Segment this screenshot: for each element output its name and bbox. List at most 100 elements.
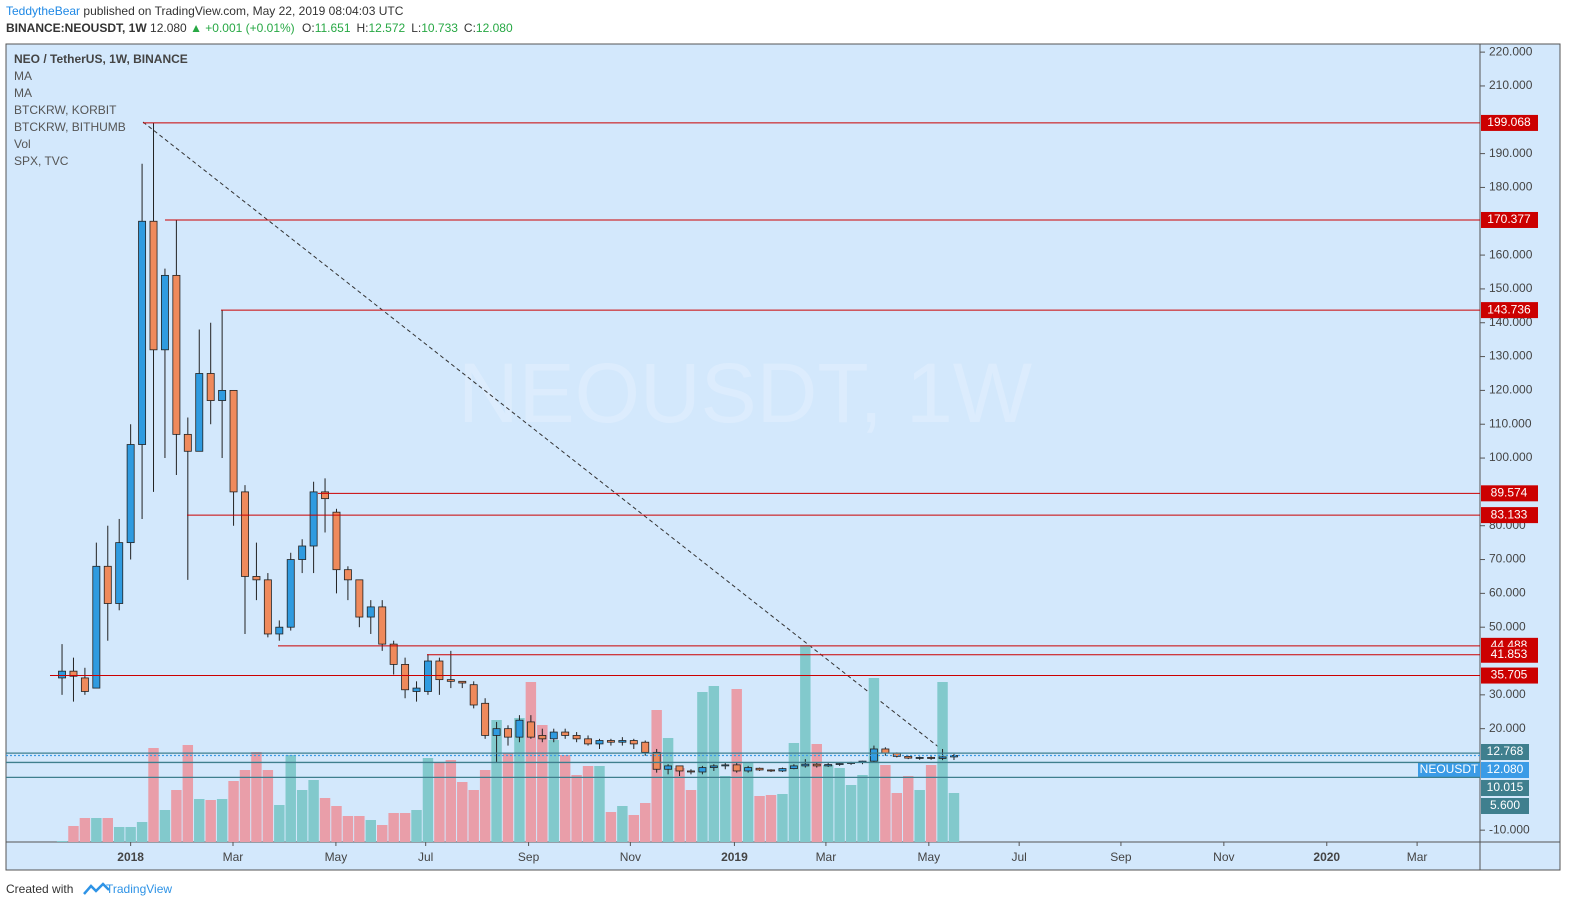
candle-body [218, 389, 227, 401]
candle-body [664, 765, 673, 770]
candle-body [481, 702, 490, 736]
price-label-box [1481, 780, 1529, 796]
candle-body [103, 565, 112, 604]
x-tick-label: Nov [620, 850, 641, 864]
volume-bar [903, 776, 914, 842]
volume-bar [125, 827, 136, 842]
volume-bar [228, 781, 239, 842]
level-label: 170.377 [1487, 212, 1531, 226]
volume-bar [91, 818, 102, 842]
candle-body [332, 511, 341, 571]
x-tick-label: Sep [518, 850, 540, 864]
level-label: 83.133 [1491, 507, 1528, 521]
candle-body [915, 757, 924, 759]
volume-bar [422, 758, 434, 842]
candle-body [549, 731, 558, 740]
author[interactable]: TeddytheBear [6, 4, 80, 18]
candle-body [195, 373, 204, 452]
x-tick-label: 2018 [117, 850, 144, 864]
volume-bar [891, 793, 903, 842]
y-tick-label: 110.000 [1489, 416, 1532, 430]
ohlc-value: 11.651 [315, 21, 351, 35]
candle-body [149, 220, 158, 351]
volume-bar [331, 806, 342, 842]
volume-bar [788, 743, 800, 842]
candle-body [458, 680, 467, 684]
footer-brand[interactable]: TradingView [106, 882, 172, 896]
published: published on TradingView.com, May 22, 20… [83, 4, 403, 18]
price-label-box [1481, 798, 1529, 814]
volume-bar [445, 760, 457, 842]
volume-bar [742, 763, 754, 842]
volume-bar [651, 710, 662, 842]
candle-body [629, 740, 638, 745]
volume-bar [777, 794, 788, 842]
symbol-tag-box [1418, 762, 1480, 778]
volume-bar [56, 841, 68, 842]
ohlc-key: C: [464, 21, 476, 35]
volume-bar [548, 740, 559, 842]
volume-bar [605, 812, 617, 842]
x-tick-label: Mar [1407, 850, 1428, 864]
volume-bar [68, 826, 79, 842]
x-tick-label: May [917, 850, 940, 864]
volume-bar [468, 790, 479, 842]
candle-body [526, 721, 535, 738]
candle-body [309, 491, 318, 547]
level-label-box [1481, 485, 1538, 502]
chart-title: NEO / TetherUS, 1W, BINANCE [14, 52, 188, 66]
level-label: 199.068 [1487, 115, 1531, 129]
x-tick-label: 2020 [1313, 850, 1340, 864]
symbol-tag: NEOUSDT [1420, 762, 1479, 776]
volume-bar [822, 765, 834, 842]
candle-body [58, 670, 66, 679]
candle-body [515, 719, 524, 738]
volume-bar [811, 744, 822, 842]
x-tick-label: Sep [1110, 850, 1132, 864]
candle-body [904, 756, 913, 759]
candle-body [241, 491, 249, 577]
candle-body [641, 741, 650, 753]
x-tick-label: Jul [1011, 850, 1026, 864]
volume-bar [79, 818, 91, 842]
candle-body [812, 763, 821, 767]
volume-bar [582, 766, 594, 842]
indicator-legend: MA [14, 86, 32, 100]
level-label-box [1481, 507, 1538, 524]
volume-bar [640, 803, 651, 842]
ohlc-key: L: [411, 21, 421, 35]
volume-bar [617, 806, 628, 842]
ohlc-value: 12.572 [369, 21, 406, 35]
candle-body [435, 660, 444, 681]
x-tick-label: Jul [418, 850, 433, 864]
y-tick-label: 210.000 [1489, 78, 1533, 92]
volume-bar [708, 686, 720, 842]
volume-bar [628, 815, 640, 842]
volume-bar [502, 753, 514, 842]
candle-body [801, 763, 810, 767]
candle-body [687, 770, 695, 773]
volume-bar [205, 800, 216, 842]
y-tick-label: 130.000 [1489, 349, 1533, 363]
last-price: 12.080 [150, 21, 187, 35]
candle-body [321, 491, 329, 500]
candle-body [824, 764, 833, 767]
volume-bar [559, 755, 571, 842]
candle-body [138, 220, 147, 445]
y-tick-label: 180.000 [1489, 180, 1533, 194]
volume-bar [365, 820, 377, 842]
candle-body [206, 373, 215, 401]
indicator-legend: SPX, TVC [14, 154, 69, 168]
volume-bar [537, 725, 548, 842]
volume-bar [571, 775, 582, 842]
volume-bar [194, 799, 205, 842]
candle-body [595, 740, 604, 745]
candle-body [69, 670, 78, 677]
symbol: BINANCE:NEOUSDT, 1W [6, 21, 147, 35]
level-label-box [1481, 667, 1538, 684]
y-tick-label: 60.000 [1489, 586, 1526, 600]
candle-body [744, 767, 753, 772]
ohlc-key: H: [357, 21, 369, 35]
price-label: 10.015 [1487, 780, 1524, 794]
volume-bar [239, 770, 251, 842]
